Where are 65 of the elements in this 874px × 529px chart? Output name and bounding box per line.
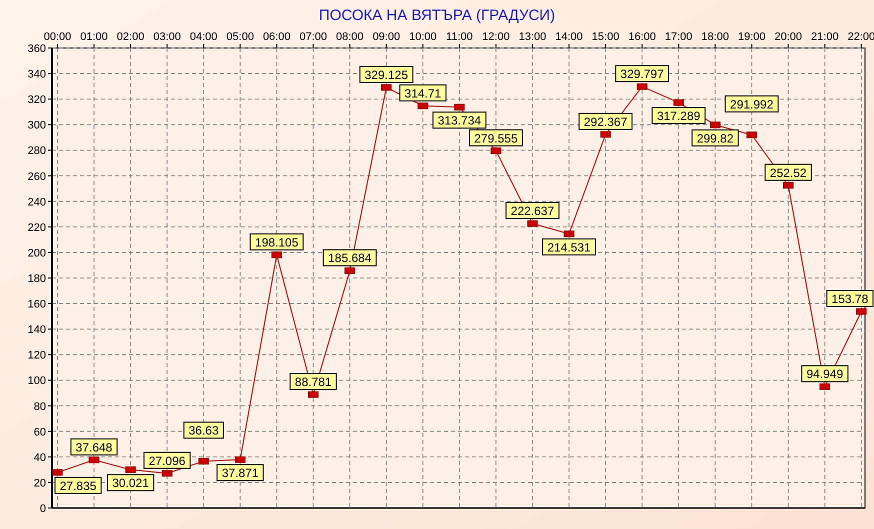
y-tick-label: 40 bbox=[34, 452, 46, 464]
data-label: 279.555 bbox=[474, 131, 518, 146]
y-tick-label: 280 bbox=[28, 145, 46, 158]
y-tick-label: 220 bbox=[28, 222, 46, 234]
x-tick-label: 08:00 bbox=[336, 31, 364, 43]
data-label: 27.096 bbox=[148, 454, 186, 468]
x-tick-label: 00:00 bbox=[44, 31, 72, 43]
y-tick-label: 360 bbox=[28, 43, 46, 55]
y-tick-label: 60 bbox=[34, 426, 46, 438]
x-tick-label: 16:00 bbox=[628, 31, 656, 43]
y-tick-label: 160 bbox=[28, 298, 46, 311]
data-label: 222.637 bbox=[510, 204, 554, 218]
x-tick-label: 03:00 bbox=[153, 31, 181, 43]
y-tick-label: 340 bbox=[28, 68, 46, 81]
data-label: 37.871 bbox=[222, 466, 259, 480]
data-label: 329.125 bbox=[364, 68, 408, 82]
y-tick-label: 0 bbox=[40, 503, 46, 515]
x-tick-label: 18:00 bbox=[701, 31, 729, 43]
y-tick-label: 140 bbox=[28, 324, 46, 336]
y-tick-label: 100 bbox=[28, 375, 46, 388]
y-tick-label: 200 bbox=[28, 247, 46, 260]
y-tick-label: 120 bbox=[28, 350, 46, 362]
x-tick-label: 10:00 bbox=[409, 31, 437, 43]
y-tick-label: 80 bbox=[34, 400, 46, 413]
x-tick-label: 07:00 bbox=[299, 31, 328, 43]
y-tick-label: 20 bbox=[34, 477, 46, 490]
data-label: 88.781 bbox=[294, 375, 332, 390]
x-tick-label: 15:00 bbox=[592, 31, 620, 43]
data-label: 27.835 bbox=[60, 478, 97, 493]
data-label: 317.289 bbox=[656, 109, 701, 124]
data-label: 314.71 bbox=[404, 86, 442, 100]
x-tick-label: 13:00 bbox=[518, 31, 546, 43]
x-tick-label: 21:00 bbox=[811, 31, 839, 43]
y-tick-label: 320 bbox=[28, 94, 46, 106]
x-tick-label: 09:00 bbox=[372, 31, 400, 43]
x-tick-label: 19:00 bbox=[738, 31, 766, 43]
x-tick-label: 17:00 bbox=[664, 31, 692, 43]
data-label: 214.531 bbox=[547, 240, 592, 254]
y-tick-label: 240 bbox=[28, 196, 46, 208]
data-label: 329.797 bbox=[620, 67, 664, 82]
x-tick-label: 05:00 bbox=[226, 31, 254, 43]
x-tick-label: 14:00 bbox=[555, 31, 583, 43]
y-tick-label: 260 bbox=[28, 170, 46, 183]
x-tick-label: 06:00 bbox=[262, 31, 290, 43]
data-label: 313.734 bbox=[438, 114, 482, 128]
chart-title: ПОСОКА НА ВЯТЪРА (ГРАДУСИ) bbox=[318, 7, 556, 24]
x-tick-label: 02:00 bbox=[116, 31, 144, 43]
data-label: 252.52 bbox=[770, 166, 807, 180]
y-tick-label: 300 bbox=[28, 120, 46, 132]
x-tick-label: 12:00 bbox=[482, 31, 510, 43]
data-label: 30.021 bbox=[112, 476, 150, 490]
data-label: 291.992 bbox=[730, 97, 774, 112]
x-tick-label: 20:00 bbox=[774, 31, 802, 43]
x-tick-label: 04:00 bbox=[190, 31, 218, 43]
data-label: 153.78 bbox=[832, 292, 869, 306]
data-label: 292.367 bbox=[584, 114, 628, 129]
data-label: 198.105 bbox=[255, 235, 299, 250]
data-label: 36.63 bbox=[188, 424, 219, 438]
data-label: 94.949 bbox=[806, 367, 844, 382]
y-tick-label: 180 bbox=[28, 273, 46, 285]
data-label: 299.82 bbox=[696, 131, 734, 146]
x-tick-label: 01:00 bbox=[80, 31, 108, 43]
data-label: 185.684 bbox=[328, 251, 372, 266]
data-label: 37.648 bbox=[76, 440, 113, 454]
x-tick-label: 11:00 bbox=[446, 31, 473, 43]
